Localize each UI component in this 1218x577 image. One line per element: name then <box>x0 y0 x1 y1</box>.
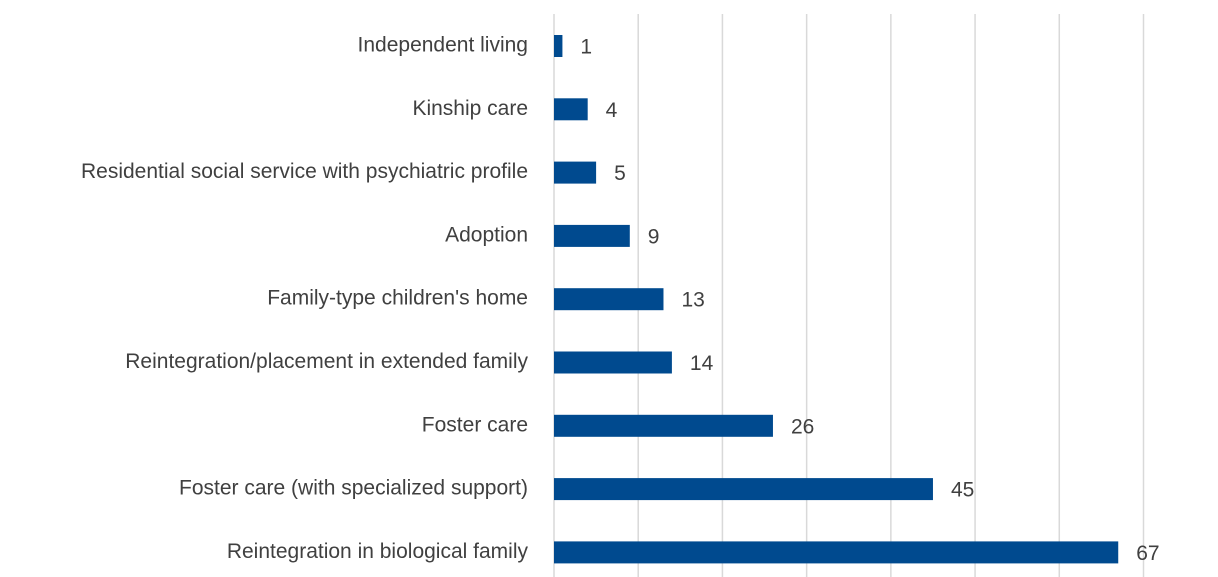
category-label: Adoption <box>445 223 528 246</box>
category-label: Family-type children's home <box>267 287 528 310</box>
bar <box>554 161 597 184</box>
data-label: 9 <box>648 225 660 248</box>
data-label: 26 <box>791 415 814 438</box>
data-label: 4 <box>606 99 618 122</box>
bar <box>554 288 664 311</box>
data-label: 14 <box>690 352 714 375</box>
bar <box>554 351 672 374</box>
bar <box>554 98 588 121</box>
bar <box>554 541 1119 564</box>
category-label: Independent living <box>358 34 528 57</box>
bar <box>554 414 773 437</box>
bar <box>554 35 563 57</box>
category-label: Foster care (with specialized support) <box>179 477 528 500</box>
bar <box>554 478 933 501</box>
data-label: 67 <box>1136 542 1159 565</box>
data-label: 45 <box>951 479 974 502</box>
data-label: 1 <box>580 36 592 59</box>
category-label: Reintegration in biological family <box>227 540 529 563</box>
category-label: Reintegration/placement in extended fami… <box>125 350 528 373</box>
data-label: 5 <box>614 162 626 185</box>
data-label: 13 <box>681 289 704 312</box>
bar <box>554 224 630 247</box>
category-label: Residential social service with psychiat… <box>81 160 528 183</box>
category-label: Foster care <box>422 413 528 436</box>
category-label: Kinship care <box>412 97 528 120</box>
